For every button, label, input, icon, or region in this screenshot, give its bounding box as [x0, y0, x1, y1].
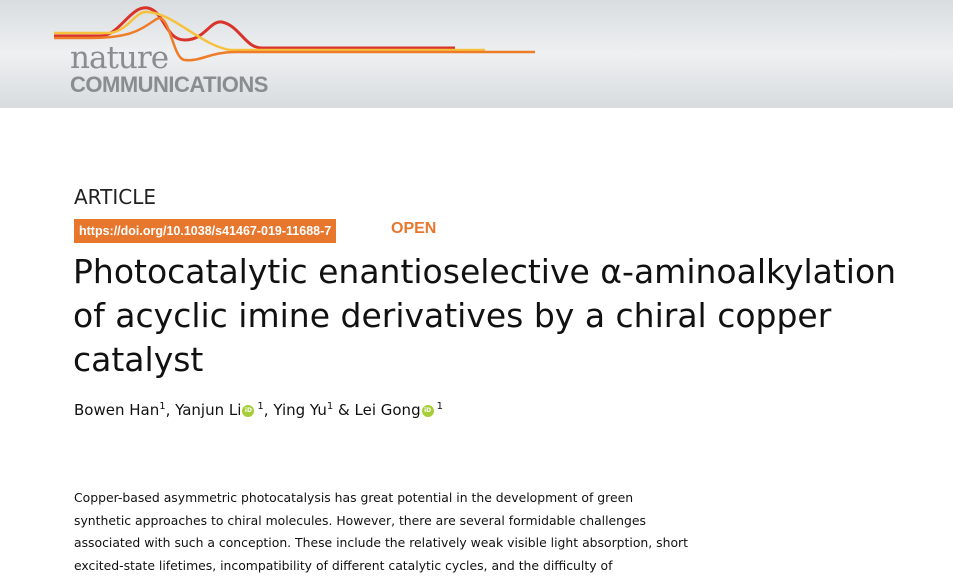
orcid-icon[interactable]: iD	[421, 404, 434, 417]
journal-logo-waves	[54, 6, 535, 62]
author-name[interactable]: Lei Gong	[354, 401, 421, 419]
affiliation-marker[interactable]: 1	[257, 401, 264, 412]
affiliation-marker[interactable]: 1	[159, 401, 166, 412]
abstract: Copper-based asymmetric photocatalysis h…	[74, 490, 688, 573]
author-name[interactable]: Ying Yu	[273, 401, 327, 419]
separator: ,	[165, 401, 176, 419]
author-name[interactable]: Yanjun Li	[175, 401, 242, 419]
affiliation-marker[interactable]: 1	[436, 401, 443, 412]
journal-name-nature: nature	[70, 40, 169, 76]
orcid-icon[interactable]: iD	[242, 404, 255, 417]
affiliation-marker[interactable]: 1	[326, 401, 334, 412]
article-type: ARTICLE	[74, 185, 156, 209]
doi-link[interactable]: https://doi.org/10.1038/s41467-019-11688…	[74, 219, 337, 243]
open-access-badge: OPEN	[391, 220, 437, 237]
journal-banner: nature COMMUNICATIONS	[0, 0, 953, 108]
separator: &	[333, 401, 355, 419]
journal-name-communications: COMMUNICATIONS	[70, 72, 268, 97]
author-list: Bowen Han1, Yanjun Li iD 1, Ying Yu1 & Lei…	[74, 401, 443, 419]
separator: ,	[263, 401, 274, 419]
author-name[interactable]: Bowen Han	[74, 401, 160, 419]
article-title: Photocatalytic enantioselective α-aminoa…	[73, 252, 897, 379]
